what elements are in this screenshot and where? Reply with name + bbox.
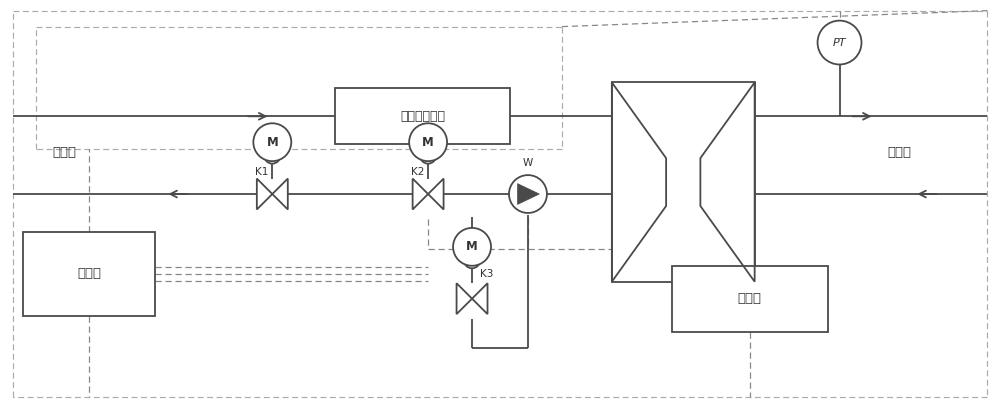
Bar [23,232,155,316]
Polygon shape [518,183,539,204]
Circle shape [509,175,547,213]
Text: M: M [422,136,434,149]
Text: K2: K2 [411,166,424,177]
Circle shape [420,148,436,164]
Circle shape [253,123,291,161]
Bar [335,88,510,144]
Text: PT: PT [833,38,846,48]
Text: K3: K3 [480,269,493,279]
Circle shape [453,228,491,266]
Circle shape [818,21,861,65]
Text: K1: K1 [255,166,268,177]
Text: 变频器: 变频器 [738,292,762,305]
Text: M: M [466,240,478,253]
Text: 一次侧流量计: 一次侧流量计 [400,110,445,123]
Circle shape [264,148,280,164]
Text: W: W [523,158,533,168]
Text: 二次侧: 二次侧 [887,146,911,159]
Bar [672,266,828,332]
Circle shape [464,252,480,268]
Text: 一次侧: 一次侧 [53,146,77,159]
Text: 控制器: 控制器 [77,267,101,280]
Circle shape [409,123,447,161]
Bar [612,82,755,282]
Text: M: M [266,136,278,149]
